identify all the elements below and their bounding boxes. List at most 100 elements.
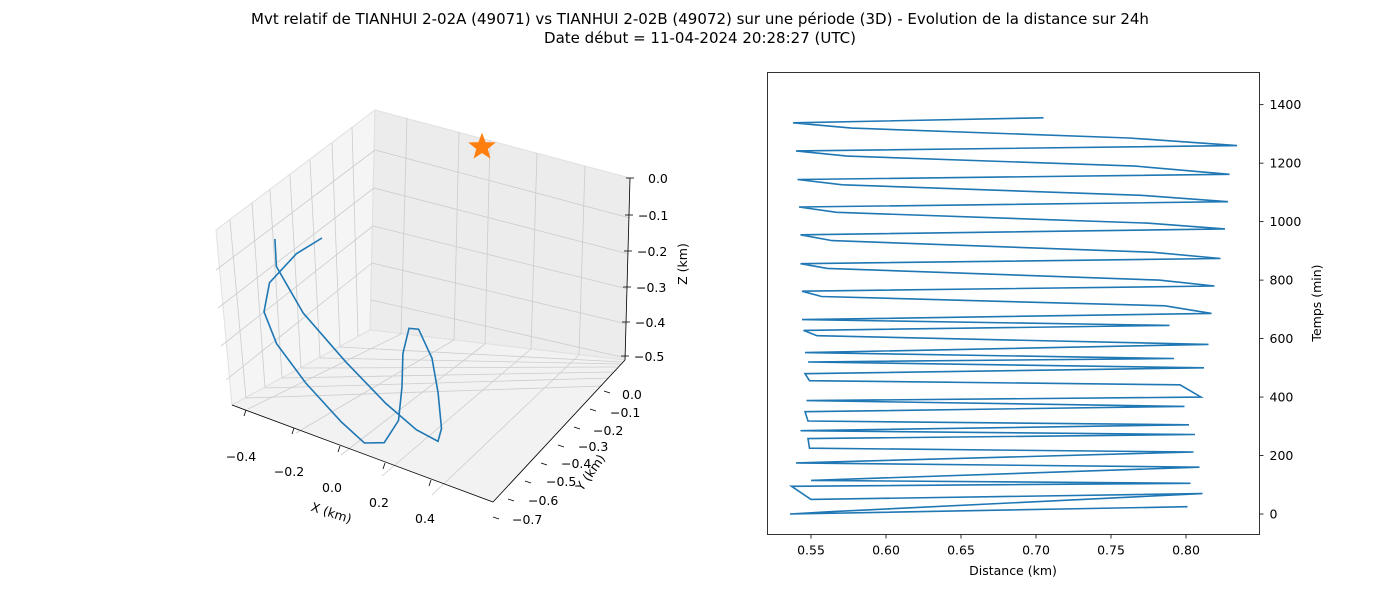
y-tick-marks [492,390,611,520]
series-3d [263,237,443,444]
x-tick-label: −0.2 [274,464,304,479]
grid-lines-3d [215,117,631,496]
trajectory-line [263,237,443,444]
y-tick-label: −0.2 [593,423,623,438]
y-tick-label: −0.3 [578,439,608,454]
y-tick [524,480,532,484]
grid-line [281,371,614,379]
z-tick-marks [621,177,634,357]
grid-line [331,142,341,348]
grid-line [217,187,375,309]
grid-line [245,385,603,399]
x-tick-label: 0.0 [322,480,342,495]
x-axis-line [231,404,494,503]
grid-line [295,339,455,434]
y-tick-label: 200 [1270,448,1294,463]
y-tick-label: −0.6 [528,493,558,508]
grid-line [381,348,532,477]
z-tick-label: −0.4 [635,315,665,330]
grid-line [484,139,491,345]
z-axis-label: Z (km) [675,243,690,285]
y-tick-label: 800 [1270,273,1294,288]
grid-line [371,262,628,325]
z-tick-label: −0.1 [638,208,668,223]
x-axis-ticks: 0.55 0.60 0.65 0.70 0.75 0.80 [797,534,1200,558]
y-axis-ticks: 0 200 400 600 800 1000 1200 1400 [1259,97,1302,522]
series-2d [788,117,1238,515]
x-tick-label: 0.2 [369,495,389,510]
y-tick-label: 0 [1270,507,1278,522]
grid-line [300,366,618,369]
x-tick-label: 0.80 [1172,543,1200,558]
grid-line [220,225,374,347]
z-tick-label: −0.5 [634,349,664,364]
chart-title-line-2: Date début = 11-04-2024 20:28:27 (UTC) [544,29,856,47]
grid-line [374,149,631,219]
grid-line [289,174,302,369]
chart-title: Mvt relatif de TIANHUI 2-02A (49071) vs … [0,10,1400,48]
y-tick-label: 0.0 [622,387,642,402]
y-tick [557,444,565,448]
grid-line [339,346,623,363]
grid-line [370,299,627,359]
x-tick [428,479,432,487]
y-tick [589,408,597,412]
y-tick-label: 400 [1270,390,1294,405]
y-tick [573,426,581,430]
x-tick-label: 0.65 [947,543,975,558]
x-tick [337,445,341,453]
y-tick [603,390,611,394]
x-tick-label: 0.55 [797,543,825,558]
chart-title-line-1: Mvt relatif de TIANHUI 2-02A (49071) vs … [251,10,1149,28]
x-tick [243,409,247,417]
z-tick-label: −0.3 [636,280,666,295]
grid-line [229,219,247,399]
y-tick-label: 1400 [1270,97,1302,112]
y-tick-label: −0.7 [512,512,542,527]
grid-line [400,117,408,335]
y-tick-label: 1200 [1270,156,1302,171]
relative-motion-3d-panel: −0.4 −0.2 0.0 0.2 0.4 0.0 −0.1 −0.2 −0.3… [215,108,690,527]
y-axis-line [492,359,626,503]
x-tick-label: 0.60 [872,543,900,558]
grid-line [251,202,266,389]
z-axis-line [624,177,631,361]
x-tick-label: 0.4 [415,511,435,526]
x-axis-label-distance: Distance (km) [969,563,1057,578]
grid-line [578,165,586,356]
grid-line [225,262,373,381]
y-tick-label: −0.1 [610,405,640,420]
grid-line [269,189,283,379]
x-tick [382,462,386,470]
grid-line [215,149,376,271]
x-tick-label: 0.70 [1022,543,1050,558]
grid-line [351,126,359,337]
y-tick [492,516,500,520]
y-tick [540,462,548,466]
x-axis-label: X (km) [309,499,353,526]
x-tick-label: 0.75 [1097,543,1125,558]
y-tick [507,498,515,502]
marker-3d [468,132,496,159]
distance-line [788,117,1238,515]
z-tick-label: 0.0 [648,171,668,186]
x-tick-label: −0.4 [226,449,256,464]
grid-line [373,187,630,255]
y-tick-label: −0.4 [561,456,591,471]
x-tick-marks [243,409,432,487]
z-tick-label: −0.2 [637,244,667,259]
y-tick-label: 1000 [1270,214,1302,229]
grid-line [431,354,580,496]
origin-star-marker [468,132,496,159]
y-axis-label-time: Temps (min) [1309,264,1324,342]
x-tick [291,427,295,435]
y-tick-label: 600 [1270,331,1294,346]
grid-line [340,343,486,456]
grid-line [309,159,321,359]
grid-line [453,131,460,341]
distance-over-time-panel: 0.55 0.60 0.65 0.70 0.75 0.80 0 200 400 600 800 10… [767,72,1324,578]
grid-line [319,357,621,365]
grid-line [247,333,402,410]
y-tick-label: −0.5 [546,474,576,489]
